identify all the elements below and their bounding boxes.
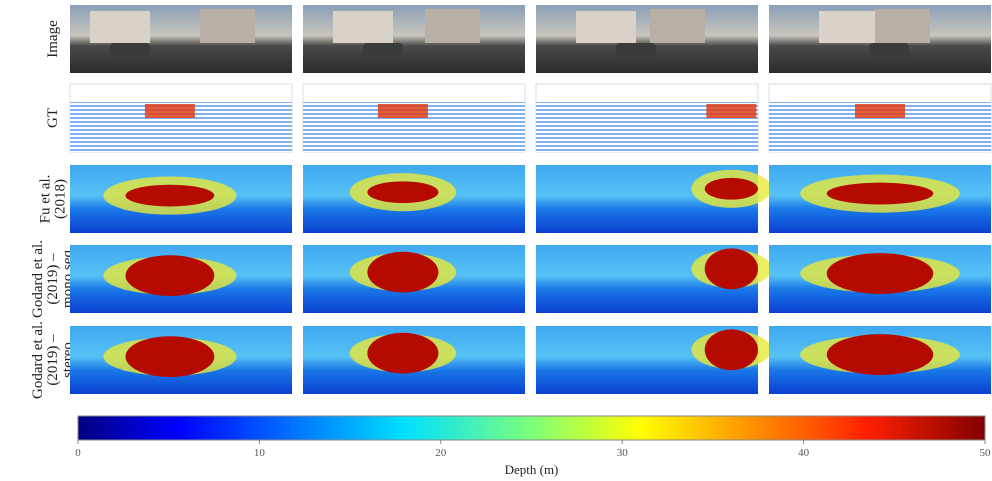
building <box>90 11 150 43</box>
row-label: Fu et al.(2018) <box>38 175 69 224</box>
panel <box>70 245 292 313</box>
panel <box>303 245 525 313</box>
building <box>333 11 393 43</box>
figure: ImageGTFu et al.(2018)Godard et al.(2019… <box>0 0 992 481</box>
row-label: Image <box>45 20 61 58</box>
tick-label: 30 <box>617 447 629 459</box>
car <box>110 43 150 57</box>
depth-far <box>827 183 934 205</box>
depth-far <box>705 248 758 289</box>
car <box>363 43 403 57</box>
gt-far <box>706 104 756 118</box>
row-label-line: (2018) <box>53 179 69 219</box>
depth-far <box>827 253 934 294</box>
row-label-line: Godard et al. <box>30 240 46 318</box>
panel <box>769 165 991 233</box>
row-label-line: Fu et al. <box>38 175 54 224</box>
photo <box>536 5 758 73</box>
panel <box>70 84 292 152</box>
panel <box>769 245 991 313</box>
depth-far <box>125 336 214 377</box>
gt-far <box>145 104 195 118</box>
gt-far <box>378 104 428 118</box>
depth-far <box>705 329 758 370</box>
panel <box>536 165 771 233</box>
panel <box>769 326 991 394</box>
row-label: Godard et al.(2019) –stereo <box>30 321 76 399</box>
building <box>819 11 879 43</box>
panel <box>769 84 991 152</box>
colorbar-label: Depth (m) <box>505 462 559 477</box>
depth-far <box>827 334 934 375</box>
building <box>875 9 930 43</box>
panel <box>303 165 525 233</box>
panel <box>536 84 758 152</box>
gt-far <box>855 104 905 118</box>
tick-label: 20 <box>435 447 447 459</box>
depth-far <box>367 181 438 203</box>
panel <box>70 326 292 394</box>
depth-far <box>367 333 438 374</box>
tick-label: 50 <box>980 447 992 459</box>
panel <box>70 5 292 73</box>
row-label: GT <box>45 108 61 128</box>
row-label-line: Godard et al. <box>30 321 46 399</box>
depth-far <box>125 185 214 207</box>
building <box>425 9 480 43</box>
tick-label: 10 <box>254 447 266 459</box>
panel <box>536 245 771 313</box>
depth-far <box>125 255 214 296</box>
row-label-line: (2019) – <box>45 334 61 386</box>
panel <box>303 84 525 152</box>
panel <box>303 326 525 394</box>
car <box>869 43 909 57</box>
panel <box>303 5 525 73</box>
depth-far <box>367 252 438 293</box>
row-label: Godard et al.(2019) –mono seq <box>30 240 76 318</box>
colorbar <box>78 416 985 440</box>
panel <box>769 5 991 73</box>
depth-far <box>705 178 758 200</box>
building <box>650 9 705 43</box>
panel <box>536 326 771 394</box>
building <box>200 9 255 43</box>
tick-label: 0 <box>75 447 81 459</box>
panel <box>536 5 758 73</box>
tick-label: 40 <box>798 447 810 459</box>
panel <box>70 165 292 233</box>
row-label-line: (2019) – <box>45 253 61 305</box>
car <box>616 43 656 57</box>
building <box>576 11 636 43</box>
row-label-line: Image <box>45 20 61 58</box>
row-label-line: GT <box>45 108 61 128</box>
